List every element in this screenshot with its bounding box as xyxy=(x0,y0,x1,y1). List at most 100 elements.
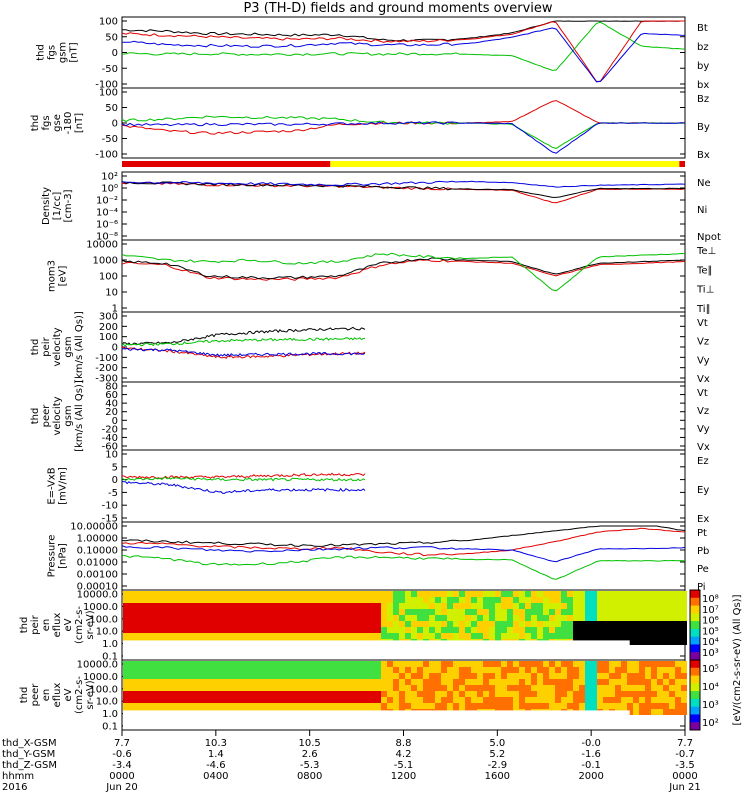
spec-cell xyxy=(171,621,177,627)
y-tick-label: 300 xyxy=(99,312,118,323)
spec-cell xyxy=(501,685,507,691)
spec-cell xyxy=(177,685,183,691)
spec-cell xyxy=(207,609,213,615)
spec-cell xyxy=(669,615,675,621)
spec-cell xyxy=(495,591,501,597)
spec-cell xyxy=(243,685,249,691)
spec-cell xyxy=(129,679,135,685)
spec-cell xyxy=(573,621,579,627)
spec-cell xyxy=(183,609,189,615)
spec-cell xyxy=(597,591,603,597)
spec-cell xyxy=(549,627,555,633)
spec-cell xyxy=(681,709,687,715)
spec-cell xyxy=(267,597,273,603)
legend-vx: Vx xyxy=(697,374,710,385)
spec-cell xyxy=(447,615,453,621)
spec-cell xyxy=(549,597,555,603)
spec-cell xyxy=(561,633,567,639)
spec-cell xyxy=(309,685,315,691)
spec-cell xyxy=(477,661,483,667)
spec-cell xyxy=(267,609,273,615)
spec-cell xyxy=(621,679,627,685)
spec-cell xyxy=(495,633,501,639)
spec-cell xyxy=(561,667,567,673)
spec-cell xyxy=(135,667,141,673)
spec-cell xyxy=(273,591,279,597)
spec-cell xyxy=(441,691,447,697)
spec-cell xyxy=(321,591,327,597)
spec-cell xyxy=(165,673,171,679)
spec-cell xyxy=(159,691,165,697)
spec-cell xyxy=(243,621,249,627)
spec-cell xyxy=(123,621,129,627)
spec-cell xyxy=(669,667,675,673)
spec-cell xyxy=(615,609,621,615)
spec-cell xyxy=(195,679,201,685)
spec-cell xyxy=(309,667,315,673)
spec-cell xyxy=(255,691,261,697)
spec-cell xyxy=(651,615,657,621)
spec-cell xyxy=(489,633,495,639)
spec-cell xyxy=(303,685,309,691)
y-tick-label: 1000.0 xyxy=(83,602,118,613)
spec-cell xyxy=(399,627,405,633)
spec-cell xyxy=(555,661,561,667)
y-tick-label: 0.00010 xyxy=(77,582,118,593)
spec-cell xyxy=(333,609,339,615)
spec-cell xyxy=(255,591,261,597)
series-ex xyxy=(121,480,366,494)
spec-cell xyxy=(567,685,573,691)
spec-cell xyxy=(171,597,177,603)
spec-cell xyxy=(267,673,273,679)
spec-cell xyxy=(315,679,321,685)
spec-cell xyxy=(333,691,339,697)
spec-cell xyxy=(357,615,363,621)
spec-cell xyxy=(627,633,633,639)
spec-cell xyxy=(423,679,429,685)
spec-cell xyxy=(447,597,453,603)
spec-cell xyxy=(579,685,585,691)
spec-cell xyxy=(627,603,633,609)
spec-cell xyxy=(375,609,381,615)
ylabel-line: (cm2-s- xyxy=(74,676,85,714)
spec-cell xyxy=(645,591,651,597)
spec-cell xyxy=(423,609,429,615)
spec-cell xyxy=(159,591,165,597)
x-row-value: 4.2 xyxy=(396,749,412,760)
spec-cell xyxy=(507,597,513,603)
spec-cell xyxy=(165,603,171,609)
y-tick-label: 200 xyxy=(99,322,118,333)
spec-cell xyxy=(531,685,537,691)
spec-cell xyxy=(279,609,285,615)
spec-cell xyxy=(543,691,549,697)
series-te xyxy=(121,257,686,280)
spec-cell xyxy=(333,673,339,679)
spec-cell xyxy=(567,661,573,667)
spec-cell xyxy=(261,661,267,667)
spec-cell xyxy=(351,685,357,691)
spec-cell xyxy=(273,697,279,703)
spec-cell xyxy=(453,661,459,667)
spec-cell xyxy=(135,615,141,621)
spec-cell xyxy=(489,697,495,703)
spec-cell xyxy=(681,621,687,627)
spec-cell xyxy=(357,691,363,697)
spec-cell xyxy=(171,633,177,639)
spec-cell xyxy=(351,691,357,697)
spec-cell xyxy=(369,609,375,615)
legend-pi: Pi xyxy=(697,582,706,593)
spec-cell xyxy=(393,691,399,697)
spec-cell xyxy=(621,697,627,703)
spec-cell xyxy=(171,609,177,615)
x-row-label: hhmm xyxy=(2,771,34,782)
spec-cell xyxy=(189,609,195,615)
spec-cell xyxy=(291,627,297,633)
spec-cell xyxy=(417,591,423,597)
spec-cell xyxy=(237,679,243,685)
spec-cell xyxy=(249,703,255,709)
spec-cell xyxy=(225,615,231,621)
spec-cell xyxy=(417,697,423,703)
spec-cell xyxy=(309,691,315,697)
y-tick-label: 1.0 xyxy=(102,709,118,720)
spec-cell xyxy=(333,679,339,685)
